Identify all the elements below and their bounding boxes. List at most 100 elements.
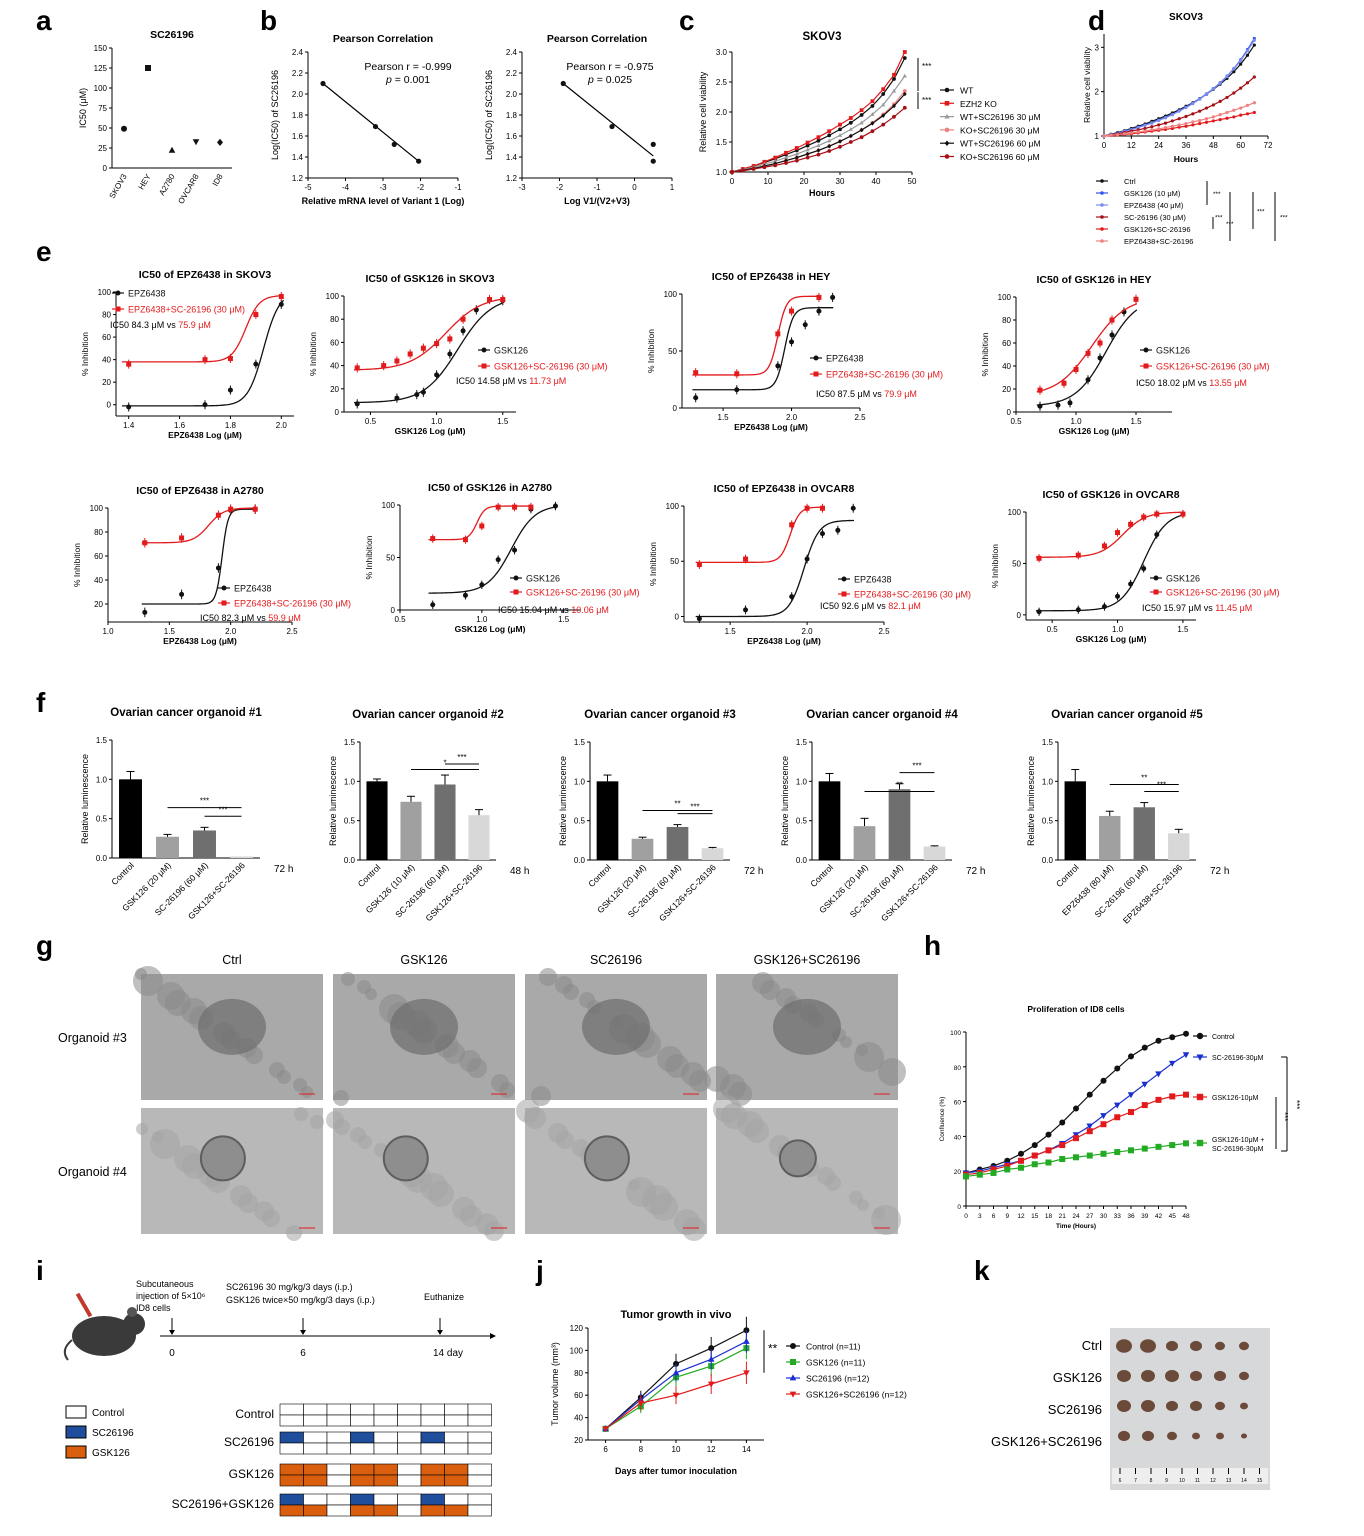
data-point [192, 139, 200, 146]
sig-stars: *** [1213, 191, 1221, 198]
schedule-cell [303, 1474, 328, 1487]
schedule-cell [420, 1493, 445, 1506]
bar [1099, 815, 1121, 860]
chart-e5: 20 40 60 80 100 1.0 1.5 2.0 2.5 IC50 of EPZ6438 i… [72, 485, 351, 646]
legend-swatch [65, 1445, 87, 1459]
data-point [1211, 103, 1215, 107]
x-tick-label: SKOV3 [108, 172, 129, 200]
data-point [816, 135, 821, 140]
data-point [794, 158, 799, 163]
y-axis-label: % Inhibition [990, 544, 1000, 588]
data-point [672, 1369, 680, 1376]
legend-label: GSK126 (n=11) [806, 1358, 865, 1368]
fit-curve [1035, 514, 1184, 612]
tumor [1165, 1370, 1179, 1382]
data-point [145, 65, 151, 71]
data-point [816, 308, 822, 314]
y-axis-label: Relative luminescence [80, 754, 90, 844]
arrow-icon [437, 1330, 443, 1335]
x-axis-label: EPZ6438 Log (μM) [747, 636, 821, 646]
data-point [789, 594, 795, 600]
chart-f3: 0.0 0.5 1.0 1.5 Ovarian cancer organoid #3 Re… [558, 709, 763, 923]
data-point [1239, 62, 1243, 66]
chart-e3: 0 50 100 1.5 2.0 2.5 IC50 of EPZ6438 in HEY EPZ… [646, 271, 943, 432]
data-point [1154, 532, 1160, 538]
data-point [1127, 1092, 1135, 1099]
y-tick-label: 40 [330, 362, 339, 371]
data-point [1100, 1113, 1107, 1120]
chart-a: 0 25 50 75 100 125 150 SC26196 IC50 (μM) SKOV3 HEY… [78, 29, 232, 205]
data-point [1109, 332, 1115, 338]
texture [871, 1205, 901, 1235]
ruler-label: 10 [1179, 1478, 1185, 1484]
tumor [1190, 1400, 1202, 1412]
row-header: Organoid #3 [58, 1031, 127, 1045]
data-point [1163, 121, 1168, 125]
tumor [1215, 1401, 1225, 1411]
data-point [1150, 121, 1154, 125]
y-tick-label: 50 [670, 557, 679, 566]
sig-stars: *** [922, 62, 931, 71]
schedule-cell [397, 1493, 422, 1506]
bar [853, 826, 876, 860]
texture [878, 1058, 906, 1086]
label: GSK126 twice×50 mg/kg/3 days (i.p.) [226, 1295, 375, 1305]
schedule-cell [420, 1504, 445, 1517]
data-point [762, 159, 767, 164]
sig-stars: *** [200, 797, 209, 806]
sig-stars: *** [1257, 209, 1265, 216]
data-point [512, 504, 518, 510]
schedule-cell [420, 1474, 445, 1487]
y-tick-label: 1.5 [716, 138, 728, 147]
chart-title: IC50 of GSK126 in SKOV3 [366, 273, 495, 285]
y-tick-label: 50 [1012, 559, 1021, 568]
sig-stars: *** [690, 803, 699, 812]
data-point [870, 112, 875, 116]
legend-marker [841, 576, 847, 582]
legend-label: Control (n=11) [806, 1342, 861, 1352]
legend-label: EPZ6438 (40 μM) [1124, 201, 1184, 210]
data-point [1059, 1119, 1066, 1126]
schedule-cell [279, 1431, 304, 1444]
row-label: Ctrl [1082, 1338, 1102, 1353]
legend-marker [1100, 203, 1104, 207]
tumor [1167, 1431, 1177, 1441]
panel-letter-a: a [36, 5, 52, 36]
data-point [1218, 81, 1222, 85]
legend-marker [944, 113, 950, 119]
data-point [1180, 511, 1186, 517]
chart-title: Proliferation of ID8 cells [1027, 1004, 1125, 1014]
y-axis-label: % Inhibition [80, 332, 90, 376]
data-point [1232, 91, 1236, 95]
data-point [707, 1355, 715, 1362]
series-line [1103, 38, 1255, 137]
data-point [381, 363, 387, 369]
schedule-cell [279, 1442, 304, 1455]
x-tick-label: -2 [556, 183, 564, 192]
legend-swatch [65, 1405, 87, 1419]
tumor [1216, 1432, 1224, 1440]
data-point [354, 365, 360, 371]
y-tick-label: 125 [94, 64, 108, 73]
panel-letter-k: k [974, 1255, 990, 1286]
schedule-cell [303, 1442, 328, 1455]
y-tick-label: 0 [1017, 611, 1022, 620]
schedule-cell [467, 1493, 492, 1506]
data-point [1150, 128, 1154, 132]
fit-curve [121, 299, 285, 407]
texture [358, 1135, 372, 1149]
panel-letter-i: i [36, 1255, 44, 1286]
data-point [1045, 1131, 1052, 1138]
data-point [126, 404, 132, 410]
data-point [1143, 129, 1147, 133]
data-point [838, 139, 842, 144]
texture [721, 1103, 747, 1129]
y-tick-label: 80 [574, 1369, 583, 1378]
data-point [1128, 1109, 1134, 1116]
data-point [1204, 92, 1209, 96]
tumor [1117, 1400, 1131, 1412]
data-point [743, 1370, 750, 1377]
p-value: p = 0.025 [587, 74, 632, 86]
texture [854, 1042, 884, 1072]
